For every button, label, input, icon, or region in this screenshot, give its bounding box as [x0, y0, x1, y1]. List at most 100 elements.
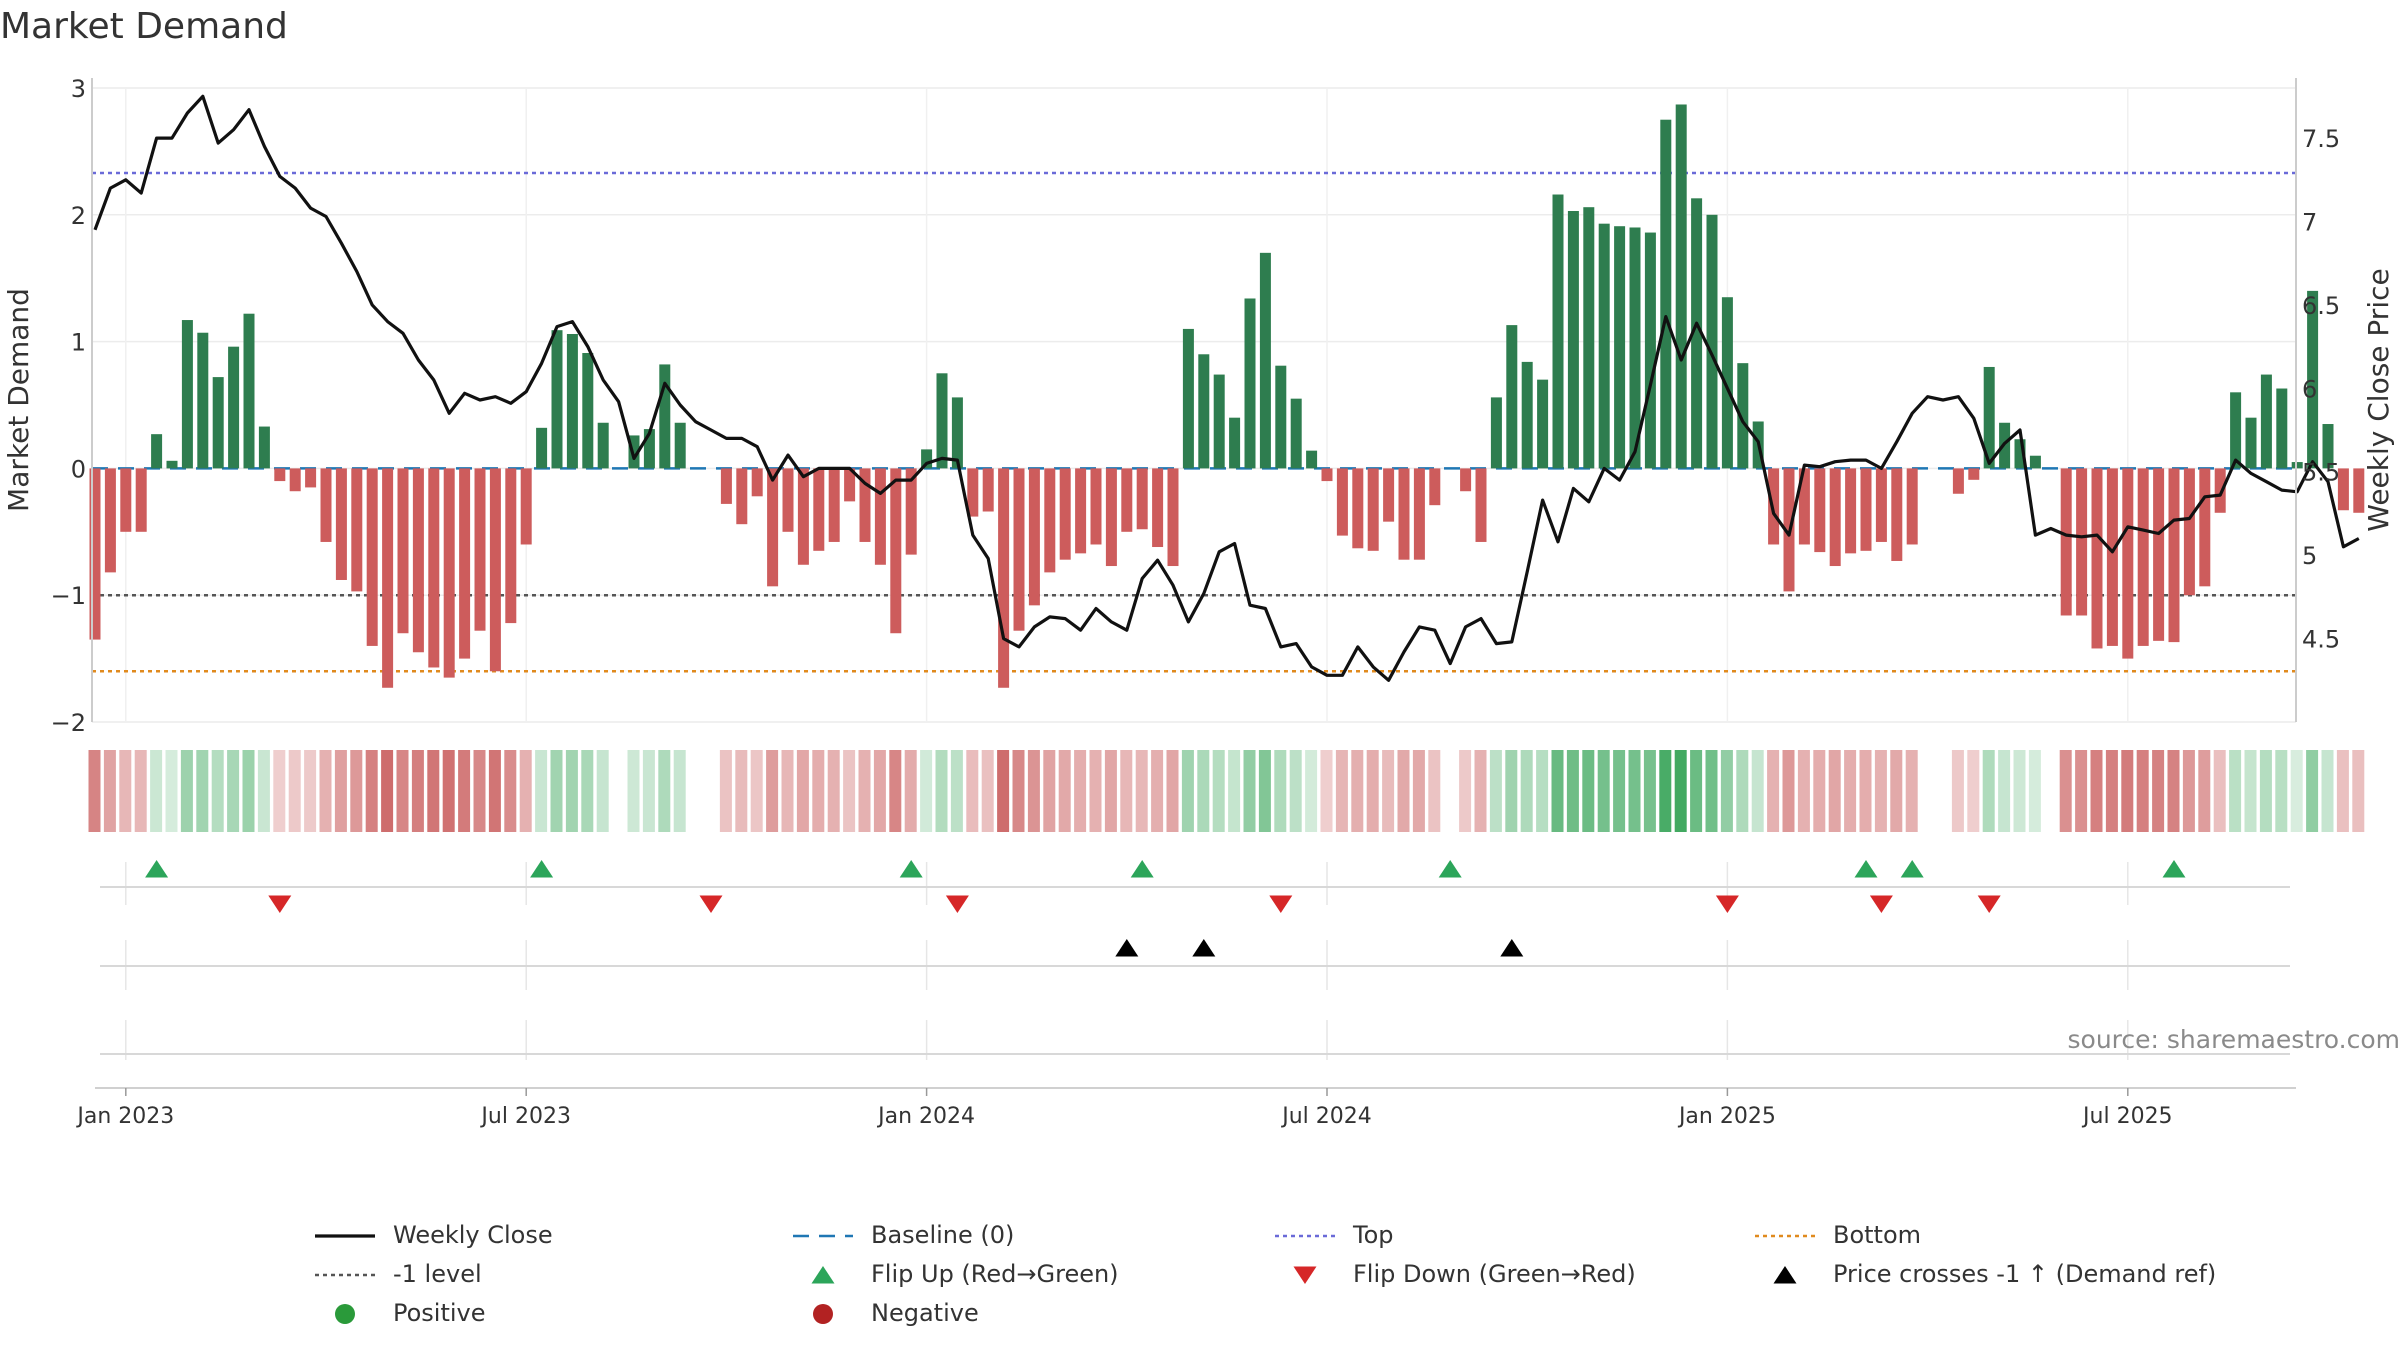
heat-cell [1197, 750, 1210, 832]
price-cross-marker [1115, 939, 1139, 957]
heat-cell [1967, 750, 1980, 832]
demand-bar [412, 468, 424, 653]
heat-cell [119, 750, 132, 832]
demand-bar [1429, 468, 1441, 506]
heat-cell [2121, 750, 2134, 832]
demand-bar [1259, 252, 1271, 469]
heat-cell [1982, 750, 1995, 832]
legend-item: Weekly Close [315, 1221, 553, 1251]
heat-cell [858, 750, 871, 832]
demand-bar [1152, 468, 1164, 548]
heat-cell [1505, 750, 1518, 832]
heat-cell [150, 750, 163, 832]
legend-swatch-icon [811, 1266, 835, 1284]
heat-cell [1643, 750, 1656, 832]
heat-cell [257, 750, 270, 832]
heat-cell [2229, 750, 2242, 832]
heat-cell [1258, 750, 1271, 832]
demand-bar [305, 468, 317, 488]
heat-cell [103, 750, 116, 832]
demand-bar [751, 468, 763, 497]
heat-cell [2105, 750, 2118, 832]
x-tick-label: Jul 2023 [479, 1104, 571, 1129]
left-tick-label: 0 [71, 455, 86, 483]
heat-cell [165, 750, 178, 832]
flip-up-marker [899, 860, 923, 878]
heat-cell [827, 750, 840, 832]
demand-bar [813, 468, 825, 551]
heat-cell [2044, 750, 2056, 832]
flip-up-marker [1854, 860, 1878, 878]
heat-cell [1582, 750, 1595, 832]
heat-cell [781, 750, 794, 832]
heat-cell [1166, 750, 1179, 832]
demand-bar [736, 468, 748, 525]
demand-bar [1413, 468, 1425, 560]
x-tick-label: Jan 2025 [1677, 1104, 1776, 1129]
demand-bar [1891, 468, 1903, 561]
right-tick-label: 7 [2302, 208, 2317, 236]
demand-bar [505, 468, 517, 624]
heat-cell [196, 750, 209, 832]
demand-bar [366, 468, 378, 646]
demand-bar [797, 468, 809, 565]
demand-bar [1321, 468, 1333, 482]
demand-bar [1460, 468, 1472, 492]
heat-cell [2028, 750, 2041, 832]
heat-cell [1228, 750, 1241, 832]
demand-bar [2076, 468, 2088, 616]
demand-bar [782, 468, 794, 532]
demand-bar [2060, 468, 2072, 616]
demand-bar [397, 468, 409, 634]
demand-bar [2337, 468, 2349, 511]
legend-label: Positive [393, 1299, 486, 1327]
legend-swatch-icon [335, 1304, 355, 1324]
demand-bar [905, 468, 917, 555]
heat-cell [473, 750, 486, 832]
right-tick-label: 6.5 [2302, 292, 2340, 320]
heat-cell [1043, 750, 1056, 832]
heat-cell [1597, 750, 1610, 832]
heat-cell [550, 750, 563, 832]
flip-up-marker [1438, 860, 1462, 878]
legend-label: Flip Up (Red→Green) [871, 1260, 1119, 1288]
heat-cell [1382, 750, 1395, 832]
demand-bar [1244, 298, 1256, 469]
price-cross-marker [1500, 939, 1524, 957]
heat-cell [1027, 750, 1040, 832]
heat-cell [2275, 750, 2288, 832]
demand-bar [1706, 214, 1718, 469]
demand-bar [89, 468, 101, 640]
heat-cell [1305, 750, 1318, 832]
heat-cell [1320, 750, 1333, 832]
flip-up-marker [530, 860, 554, 878]
demand-bar [104, 468, 116, 573]
demand-bar [566, 333, 578, 469]
legend-label: Flip Down (Green→Red) [1353, 1260, 1636, 1288]
heat-cell [1890, 750, 1903, 832]
demand-bar [551, 330, 563, 469]
heat-cell [565, 750, 578, 832]
demand-bar [1675, 104, 1687, 469]
legend-swatch-icon [315, 1234, 375, 1238]
legend-item: Bottom [1755, 1221, 1921, 1251]
demand-bar [1598, 223, 1610, 469]
price-line-group [93, 94, 2360, 682]
heat-cell [180, 750, 193, 832]
heat-cell [1274, 750, 1287, 832]
demand-bar [767, 468, 779, 587]
heat-cell [1074, 750, 1087, 832]
demand-bar [828, 468, 840, 542]
heat-cell [535, 750, 548, 832]
heat-cell [227, 750, 240, 832]
right-tick-label: 6 [2302, 375, 2317, 403]
demand-bar [2214, 468, 2226, 513]
heat-cell [981, 750, 994, 832]
demand-bar [1798, 468, 1810, 545]
legend-label: Weekly Close [393, 1221, 553, 1249]
heat-cell [1089, 750, 1102, 832]
heat-cell [1767, 750, 1780, 832]
x-tick-label: Jan 2023 [75, 1104, 174, 1129]
heat-cell [719, 750, 732, 832]
demand-bar [1968, 468, 1980, 480]
